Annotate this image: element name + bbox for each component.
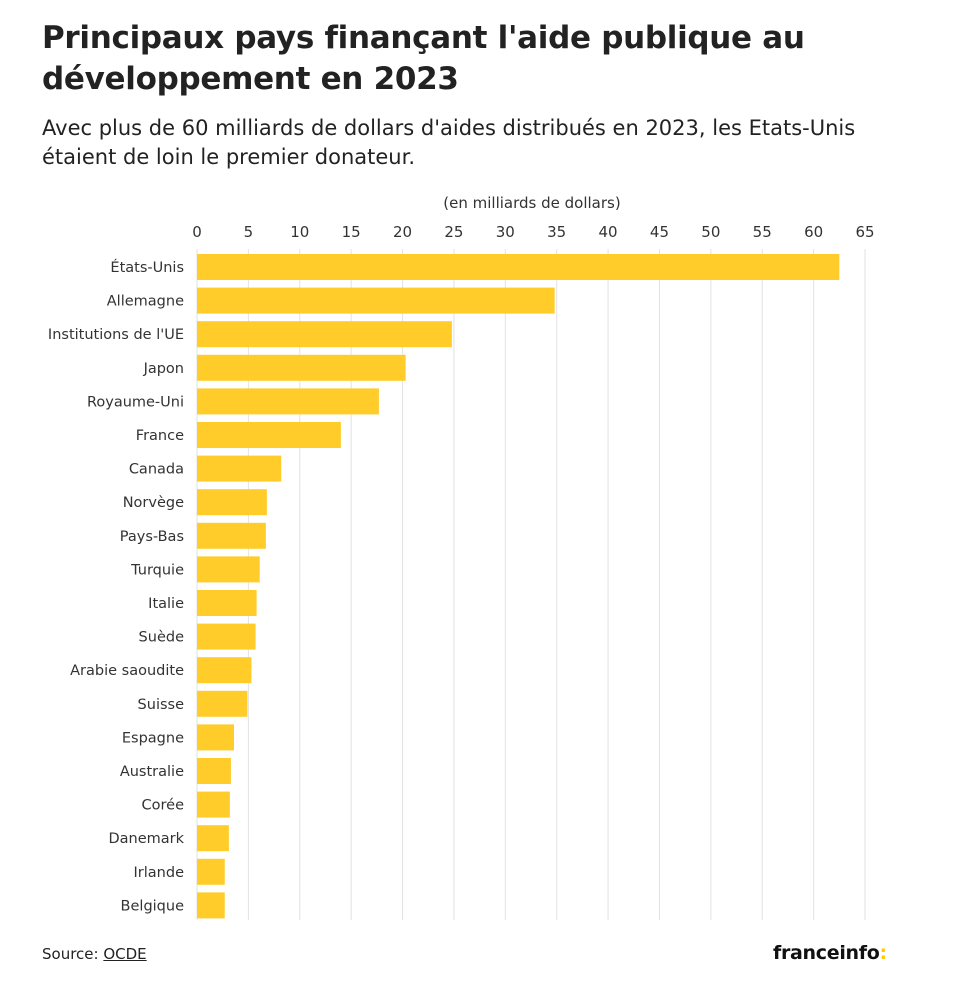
- y-category-label: Danemark: [108, 831, 184, 847]
- bar: [197, 287, 555, 314]
- y-category-label: Allemagne: [107, 294, 184, 310]
- bar: [197, 657, 252, 684]
- gridlines: [196, 249, 866, 920]
- x-tick-label: 10: [290, 223, 309, 241]
- y-category-label: Suède: [139, 630, 185, 646]
- bar: [197, 825, 229, 852]
- y-category-label: Suisse: [138, 697, 185, 713]
- bar: [197, 321, 452, 348]
- bar: [197, 556, 260, 583]
- x-tick-label: 60: [804, 223, 823, 241]
- y-category-label: Corée: [142, 798, 185, 814]
- chart-title: Principaux pays finançant l'aide publiqu…: [42, 20, 805, 97]
- bar: [197, 690, 248, 717]
- bar: [197, 254, 840, 280]
- x-tick-label: 40: [599, 223, 618, 241]
- bar: [197, 422, 341, 448]
- y-category-label: Italie: [148, 596, 184, 612]
- y-category-label: France: [136, 428, 184, 444]
- x-tick-label: 20: [393, 223, 412, 241]
- bar: [197, 623, 256, 650]
- bar: [197, 791, 230, 818]
- bar: [197, 858, 225, 885]
- bar: [197, 892, 225, 919]
- x-tick-label: 15: [342, 223, 361, 241]
- y-category-label: Belgique: [121, 898, 185, 914]
- category-labels: États-Unis Allemagne Institutions de l'UE J…: [48, 259, 185, 914]
- x-tick-label: 30: [496, 223, 515, 241]
- bars: [197, 254, 840, 919]
- bar: [197, 724, 234, 751]
- bar: [197, 388, 379, 415]
- x-tick-label: 65: [855, 223, 874, 241]
- chart-subtitle: Avec plus de 60 milliards de dollars d'a…: [42, 116, 856, 169]
- bar: [197, 758, 231, 784]
- brand-name: franceinfo: [773, 942, 880, 964]
- x-tick-label: 25: [444, 223, 463, 241]
- y-category-label: Irlande: [134, 865, 185, 881]
- x-axis-title: (en milliards de dollars): [443, 194, 620, 212]
- x-tick-label: 45: [650, 223, 669, 241]
- y-category-label: Japon: [143, 361, 184, 377]
- y-category-label: Arabie saoudite: [70, 663, 184, 679]
- source-link[interactable]: OCDE: [103, 945, 147, 963]
- x-tick-label: 50: [701, 223, 720, 241]
- y-category-label: Royaume-Uni: [87, 394, 184, 410]
- bar: [197, 489, 267, 516]
- bar: [197, 590, 257, 616]
- x-tick-label: 55: [753, 223, 772, 241]
- bar: [197, 354, 406, 381]
- bar: [197, 522, 266, 549]
- y-category-label: Norvège: [123, 495, 184, 511]
- x-tick-label: 0: [192, 223, 202, 241]
- y-category-label: Australie: [120, 764, 184, 780]
- x-tick-label: 5: [244, 223, 254, 241]
- x-axis-ticks: 0 5 10 15 20 25 30 35 40 45 50 55 60 65: [192, 223, 874, 241]
- brand-colon: :: [879, 942, 888, 964]
- y-category-label: Institutions de l'UE: [48, 327, 184, 343]
- y-category-label: Espagne: [122, 730, 184, 746]
- bar: [197, 455, 282, 482]
- y-category-label: Turquie: [130, 562, 184, 578]
- y-category-label: Canada: [129, 462, 184, 478]
- source-note: Source: OCDE: [42, 945, 147, 963]
- y-category-label: Pays-Bas: [120, 529, 184, 545]
- y-category-label: États-Unis: [110, 259, 184, 276]
- x-tick-label: 35: [547, 223, 566, 241]
- source-label: Source:: [42, 945, 104, 963]
- bar-chart: (en milliards de dollars) 0 5 10 15 20 25 30 35…: [48, 194, 875, 920]
- brand-logo: franceinfo:: [773, 942, 887, 964]
